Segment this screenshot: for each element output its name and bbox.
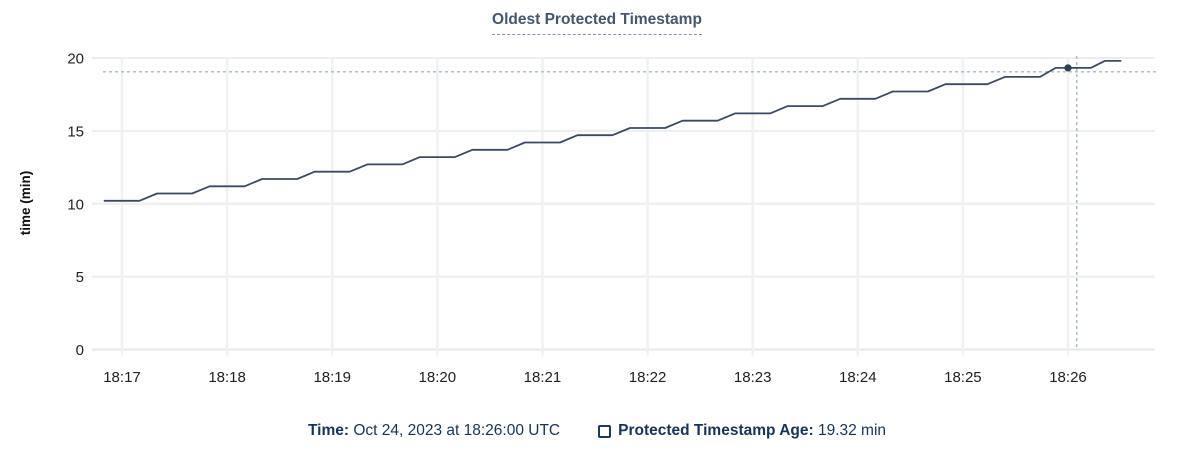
series-line [103, 60, 1122, 202]
y-tick-label: 15 [67, 123, 84, 140]
chart-title[interactable]: Oldest Protected Timestamp [492, 10, 702, 35]
legend-time-label: Time: [307, 422, 350, 439]
legend-series-value: 19.32 min [813, 422, 887, 439]
chart-legend: Time: Oct 24, 2023 at 18:26:00 UTC Prote… [0, 422, 1194, 440]
chart-plot-area[interactable]: 0 5 10 15 20 18:17 18:18 18:19 18:20 18:21 18:22 18… [0, 0, 1194, 400]
x-tick-label: 18:19 [313, 369, 351, 386]
y-tick-label: 5 [76, 269, 84, 286]
x-tick-label: 18:25 [944, 369, 982, 386]
y-tick-label: 0 [76, 342, 84, 359]
y-axis-title: time (min) [18, 171, 33, 236]
hover-data-point [1064, 64, 1072, 72]
chart-header: Oldest Protected Timestamp [0, 10, 1194, 35]
x-tick-label: 18:20 [419, 369, 457, 386]
y-tick-label: 10 [67, 196, 84, 213]
legend-time-value: Oct 24, 2023 at 18:26:00 UTC [349, 422, 561, 439]
x-tick-label: 18:24 [839, 369, 877, 386]
x-tick-label: 18:21 [524, 369, 562, 386]
legend-series-item[interactable]: Protected Timestamp Age: 19.32 min [598, 422, 886, 440]
x-tick-label: 18:18 [208, 369, 246, 386]
x-tick-label: 18:26 [1049, 369, 1087, 386]
x-tick-label: 18:17 [103, 369, 141, 386]
series-toggle-checkbox[interactable] [598, 424, 612, 438]
x-tick-label: 18:22 [629, 369, 667, 386]
x-tick-label: 18:23 [734, 369, 772, 386]
legend-series-label: Protected Timestamp Age: [618, 422, 814, 439]
y-tick-label: 20 [67, 51, 84, 68]
legend-time-readout: Time: Oct 24, 2023 at 18:26:00 UTC [308, 422, 560, 440]
